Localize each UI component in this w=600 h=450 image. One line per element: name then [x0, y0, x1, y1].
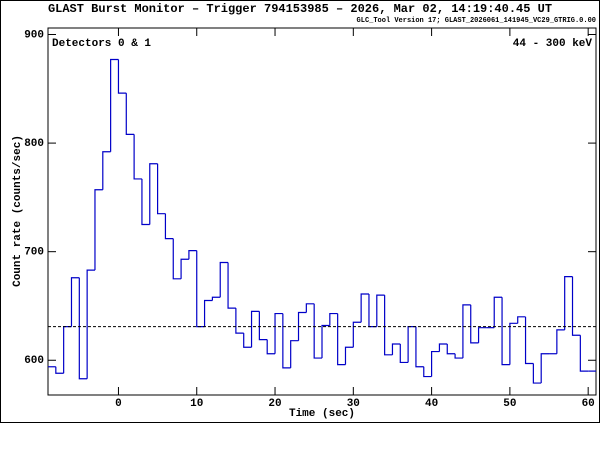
histogram-step	[564, 276, 573, 330]
histogram-step	[352, 321, 362, 348]
histogram-step	[196, 250, 205, 328]
histogram-step	[470, 304, 479, 344]
histogram-step	[290, 340, 299, 368]
histogram-step	[219, 261, 229, 298]
chart-title: GLAST Burst Monitor – Trigger 794153985 …	[48, 2, 552, 16]
histogram-step	[243, 333, 252, 348]
histogram-step	[55, 366, 64, 374]
histogram-step	[274, 312, 283, 354]
histogram-step	[501, 297, 510, 366]
histogram-step	[313, 303, 322, 359]
y-axis-label: Count rate (counts/sec)	[12, 135, 24, 287]
histogram-step	[415, 326, 424, 368]
histogram-step	[556, 329, 565, 354]
histogram-step	[203, 299, 213, 327]
histogram-step	[141, 178, 150, 226]
histogram-step	[360, 293, 369, 323]
histogram-step	[266, 339, 276, 355]
histogram-step	[149, 163, 158, 225]
x-tick-label: 0	[115, 398, 122, 410]
histogram-step	[509, 322, 518, 365]
histogram-step	[188, 249, 197, 260]
histogram-step	[391, 343, 401, 355]
histogram-step	[305, 303, 315, 313]
histogram-step	[211, 296, 221, 301]
histogram-step	[227, 262, 236, 309]
histogram-step	[78, 277, 88, 380]
histogram-step	[477, 327, 487, 343]
y-tick-label: 800	[24, 138, 44, 150]
x-tick-label: 20	[268, 398, 281, 410]
histogram-step	[102, 151, 111, 190]
x-tick-label: 60	[582, 398, 595, 410]
histogram-step	[344, 346, 354, 365]
histogram-step	[235, 308, 244, 334]
histogram-step	[70, 277, 80, 327]
y-tick-label: 900	[24, 29, 44, 41]
x-axis-label: Time (sec)	[289, 408, 355, 420]
histogram-step	[258, 311, 268, 341]
histogram-step	[180, 258, 189, 279]
histogram-step	[532, 363, 542, 384]
histogram-step	[571, 276, 581, 336]
y-tick-label: 600	[24, 355, 44, 367]
histogram-step	[423, 366, 432, 378]
histogram-step	[446, 343, 456, 355]
plot-frame	[47, 27, 597, 396]
x-tick-label: 50	[503, 398, 516, 410]
histogram-step	[117, 59, 127, 94]
histogram-step	[454, 353, 463, 359]
histogram-step	[517, 316, 526, 324]
histogram-step	[438, 343, 448, 352]
histogram-step	[329, 312, 338, 326]
histogram-step	[63, 325, 72, 374]
histogram-step	[110, 58, 119, 152]
histogram-step	[337, 313, 346, 366]
histogram-step	[407, 325, 416, 363]
histogram-step	[376, 294, 385, 327]
histogram-step	[524, 316, 534, 365]
histogram-step	[157, 163, 166, 215]
histogram-step	[493, 296, 503, 328]
histogram-step	[172, 238, 182, 280]
histogram-step	[133, 134, 142, 180]
histogram-step	[297, 311, 307, 341]
histogram-step	[321, 324, 330, 359]
histogram-step	[431, 350, 440, 377]
histogram-step	[86, 269, 95, 379]
x-tick-label: 40	[425, 398, 438, 410]
histogram-step	[94, 189, 103, 271]
histogram-step	[282, 313, 291, 369]
annotation: Detectors 0 & 1	[52, 38, 151, 50]
histogram-step	[462, 304, 471, 359]
histogram-step	[540, 353, 550, 384]
histogram-step	[399, 343, 409, 364]
x-tick-label: 10	[190, 398, 203, 410]
histogram-step	[368, 294, 377, 328]
histogram-step	[579, 335, 589, 372]
histogram-step	[384, 295, 393, 356]
y-tick-label: 700	[24, 247, 44, 259]
histogram-step	[250, 310, 260, 348]
chart-subtitle: GLC_Tool Version 17; GLAST_2026061_14194…	[357, 17, 596, 25]
histogram-step	[125, 93, 135, 136]
histogram-step	[164, 213, 174, 240]
annotation: 44 - 300 keV	[513, 38, 593, 50]
x-tick-label: 30	[347, 398, 360, 410]
